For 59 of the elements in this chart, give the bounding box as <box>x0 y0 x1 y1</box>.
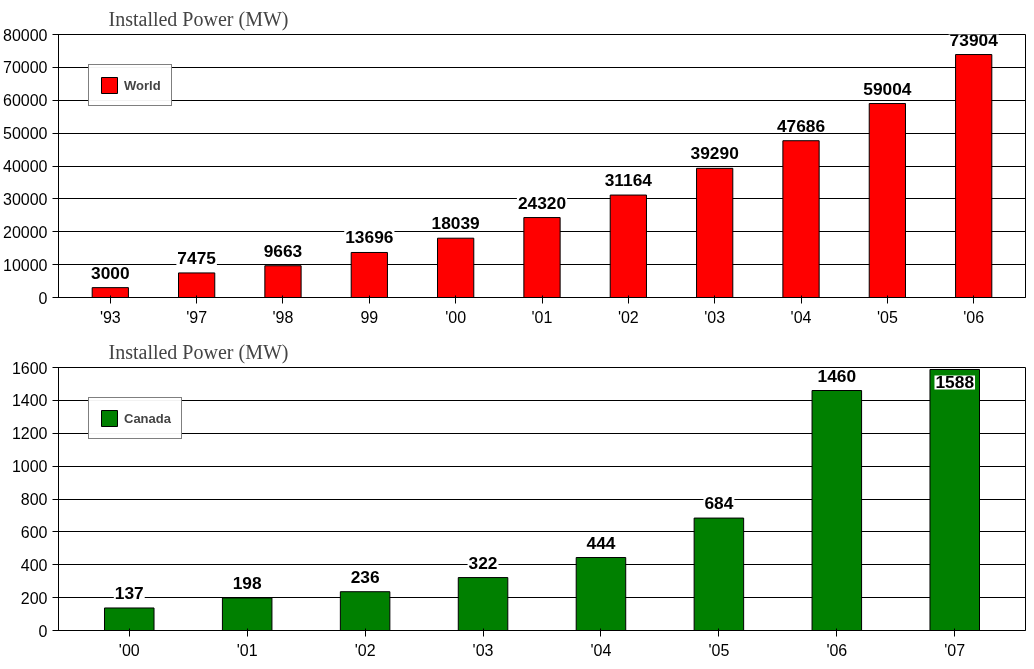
x-tick-label: '00 <box>118 641 140 659</box>
y-tick-label: 200 <box>20 589 48 607</box>
x-tick-label: '04 <box>590 641 612 659</box>
x-tick-label: '03 <box>472 641 494 659</box>
x-tick-label: '05 <box>708 641 730 659</box>
x-tick-label: '06 <box>963 308 985 326</box>
x-tick-label: '06 <box>826 641 848 659</box>
x-tick-label: '00 <box>445 308 467 326</box>
data-label: 137 <box>114 582 144 603</box>
chart-title: Installed Power (MW) <box>108 340 289 364</box>
data-label: 1460 <box>817 365 857 386</box>
y-tick-label: 10000 <box>3 256 48 274</box>
data-label: 9663 <box>263 240 303 261</box>
y-tick-label: 0 <box>38 622 48 640</box>
chart-title: Installed Power (MW) <box>108 7 289 31</box>
data-label: 684 <box>704 493 734 514</box>
x-tick-label: '98 <box>272 308 294 326</box>
y-tick-label: 1600 <box>11 359 48 377</box>
data-label: 39290 <box>690 143 739 164</box>
data-label: 322 <box>468 552 498 573</box>
x-tick-label: '04 <box>790 308 812 326</box>
data-label: 1588 <box>935 372 975 393</box>
y-tick-label: 1000 <box>11 458 48 476</box>
x-tick-label: '02 <box>354 641 376 659</box>
x-tick-label: '93 <box>99 308 121 326</box>
data-label: 236 <box>350 566 380 587</box>
data-label: 31164 <box>604 170 653 191</box>
y-tick-label: 20000 <box>3 223 48 241</box>
x-tick-label: '07 <box>944 641 966 659</box>
data-label: 444 <box>586 532 616 553</box>
y-tick-label: 40000 <box>3 158 48 175</box>
data-label: 13696 <box>345 227 394 248</box>
x-tick-label: '02 <box>617 308 639 326</box>
x-tick-label: '03 <box>704 308 726 326</box>
y-tick-label: 600 <box>20 523 48 541</box>
y-tick-label: 60000 <box>3 92 48 110</box>
x-tick-label: '97 <box>186 308 208 326</box>
y-tick-label: 800 <box>20 491 48 508</box>
legend-label: World <box>124 77 161 93</box>
data-label: 59004 <box>863 78 912 99</box>
y-tick-label: 50000 <box>3 125 48 143</box>
y-tick-label: 1200 <box>11 425 48 443</box>
x-tick-label: '01 <box>236 641 258 659</box>
y-tick-label: 0 <box>38 289 48 307</box>
data-label: 3000 <box>91 262 130 283</box>
y-tick-label: 30000 <box>3 190 48 208</box>
data-label: 24320 <box>517 192 567 213</box>
y-tick-label: 70000 <box>3 59 48 77</box>
x-tick-label: '01 <box>531 308 553 326</box>
y-tick-label: 80000 <box>3 26 48 44</box>
x-tick-label: 99 <box>360 308 379 326</box>
data-label: 7475 <box>177 247 217 268</box>
y-tick-label: 1400 <box>11 392 48 410</box>
data-label: 198 <box>232 572 262 593</box>
y-tick-label: 400 <box>20 556 48 574</box>
data-label: 18039 <box>431 213 480 234</box>
x-tick-label: '05 <box>876 308 898 326</box>
data-label: 47686 <box>776 115 826 136</box>
legend-label: Canada <box>124 410 171 426</box>
